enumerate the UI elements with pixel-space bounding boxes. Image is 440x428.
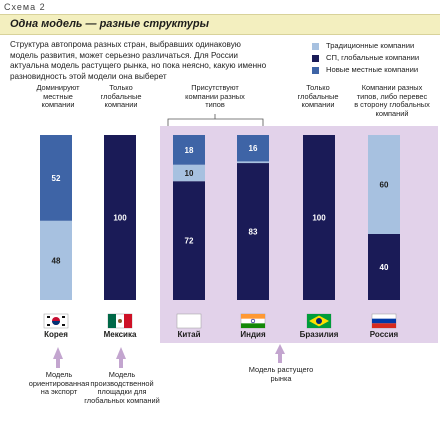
country-label: Китай: [177, 330, 200, 339]
note-production-model: Модель производственной площадки для гло…: [84, 370, 160, 405]
bar-segment: [173, 181, 205, 300]
bar-value-label: 52: [52, 174, 61, 183]
flags-layer: [43, 313, 397, 329]
bar-segment: [368, 135, 400, 234]
schema-label: Схема 2: [4, 2, 46, 12]
arrows: [53, 344, 285, 368]
bar-korea: 48 52: [40, 135, 72, 300]
label-china-india-group: Присутствуют компании разных типов: [185, 83, 245, 110]
legend-swatch-global: [312, 54, 319, 62]
bar-value-label: 83: [249, 228, 258, 237]
russia-flag: [371, 313, 397, 329]
country-labels-layer: Корея Мексика Китай Индия Бразилия Россия: [44, 330, 398, 339]
bar-segment: [173, 135, 205, 165]
country-label: Россия: [370, 330, 399, 339]
label-russia-group: Компании разных типов, либо перевес в ст…: [354, 83, 430, 118]
legend-item-traditional: Традиционные компании: [312, 40, 419, 52]
bar-value-label: 18: [185, 146, 194, 155]
mexico-flag: [107, 313, 133, 329]
bar-value-label: 40: [380, 263, 389, 272]
bar-value-label: 10: [185, 169, 194, 178]
legend-label-new-local: Новые местные компании: [326, 65, 419, 74]
country-label: Корея: [44, 330, 68, 339]
bar-india: 83116: [237, 135, 269, 300]
arrow-growing: [275, 344, 285, 363]
bar-russia: 40 60: [368, 135, 400, 300]
country-label: Индия: [240, 330, 266, 339]
bar-segment: [40, 135, 72, 221]
chart-title: Одна модель — разные структуры: [10, 18, 209, 30]
bars-layer: 48 52 100 72 10 18 83116 100 40 60: [40, 135, 400, 300]
india-flag: [240, 313, 266, 329]
legend-item-global: СП, глобальные компании: [312, 52, 419, 64]
bar-segment: [237, 161, 269, 164]
bar-segment: [173, 164, 205, 182]
legend-swatch-new-local: [312, 66, 319, 74]
bar-china: 72 10 18: [173, 135, 205, 300]
legend-item-new-local: Новые местные компании: [312, 64, 419, 76]
label-korea-group: Доминируют местные компании: [36, 83, 80, 110]
title-bar: Одна модель — разные структуры: [0, 14, 440, 35]
bar-segment: [104, 135, 136, 300]
bar-value-label: 60: [380, 181, 389, 190]
bar-segment: [303, 135, 335, 300]
bar-brazil: 100: [303, 135, 335, 300]
china-india-bracket: [167, 114, 264, 126]
legend: Традиционные компании СП, глобальные ком…: [312, 40, 419, 76]
legend-swatch-traditional: [312, 42, 319, 50]
bar-segment: [237, 135, 269, 162]
country-label: Бразилия: [300, 330, 339, 339]
label-mexico-group: Только глобальные компании: [100, 83, 142, 110]
legend-label-global: СП, глобальные компании: [326, 53, 420, 62]
bar-mexico: 100: [104, 135, 136, 300]
china-flag: [176, 313, 202, 329]
bar-value-label: 72: [185, 237, 194, 246]
note-export-model: Модель ориентированная на экспорт: [28, 370, 90, 397]
bar-value-label: 16: [249, 144, 258, 153]
korea-flag: [43, 313, 69, 329]
legend-label-traditional: Традиционные компании: [326, 41, 415, 50]
note-growing-market-model: Модель растущего рынка: [248, 365, 314, 383]
bar-segment: [368, 234, 400, 300]
bar-segment: [237, 163, 269, 300]
bar-value-label: 100: [113, 214, 127, 223]
arrow-production: [116, 347, 126, 368]
brazil-flag: [306, 313, 332, 329]
bar-segment: [40, 220, 72, 300]
arrow-export: [53, 347, 63, 368]
country-label: Мексика: [104, 330, 137, 339]
bar-value-label: 100: [312, 214, 326, 223]
bar-value-label: 48: [52, 256, 61, 265]
intro-text: Структура автопрома разных стран, выбрав…: [10, 40, 267, 81]
label-brazil-group: Только глобальные компании: [297, 83, 339, 110]
